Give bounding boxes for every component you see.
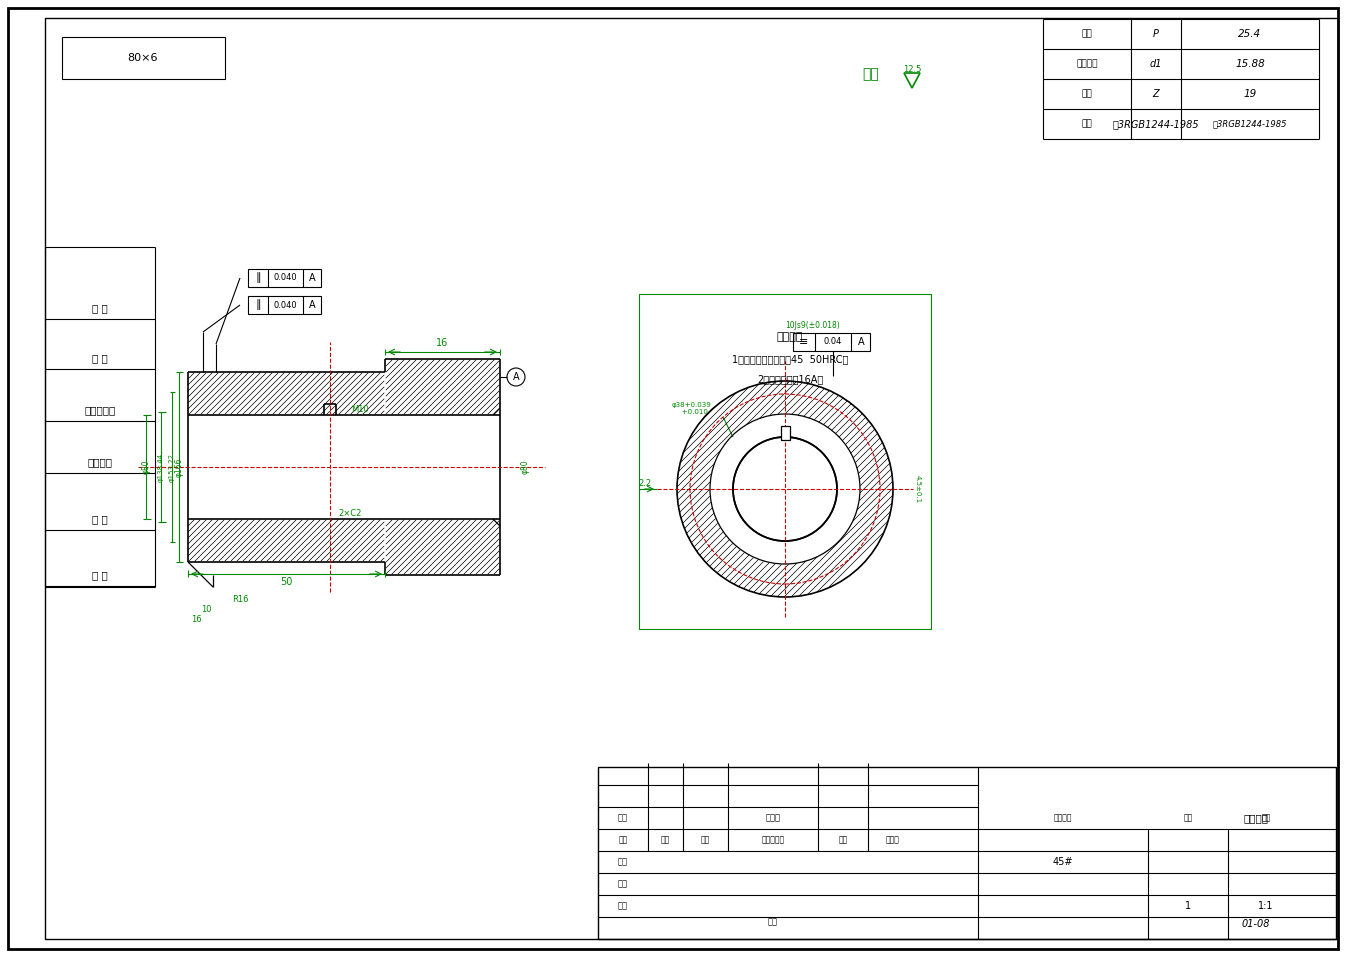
Text: 旧底图总号: 旧底图总号 xyxy=(85,405,116,415)
Text: 19: 19 xyxy=(1244,89,1257,99)
Text: 工艺: 工艺 xyxy=(618,901,629,910)
Text: 齿型: 齿型 xyxy=(1082,120,1093,128)
Text: 按3RGB1244-1985: 按3RGB1244-1985 xyxy=(1213,120,1287,128)
Bar xyxy=(188,359,499,575)
Text: 描图: 描图 xyxy=(769,917,778,926)
Text: Z: Z xyxy=(1152,89,1159,99)
Text: 标记: 标记 xyxy=(618,835,627,844)
Text: 2.2: 2.2 xyxy=(638,478,651,487)
Text: 1:1: 1:1 xyxy=(1259,901,1273,911)
Text: 2、配销条型号16A。: 2、配销条型号16A。 xyxy=(756,374,824,384)
Bar xyxy=(598,767,1337,939)
Text: 滚子直径: 滚子直径 xyxy=(1077,59,1098,69)
Text: ∥: ∥ xyxy=(256,300,261,310)
Text: 16: 16 xyxy=(436,338,448,348)
Text: 年月日: 年月日 xyxy=(886,835,900,844)
Text: 齿数: 齿数 xyxy=(1082,90,1093,99)
Text: ∥: ∥ xyxy=(256,273,261,283)
Text: 批次标记: 批次标记 xyxy=(1054,813,1073,822)
Text: A: A xyxy=(513,372,520,382)
Bar xyxy=(248,296,320,314)
Text: 底图总号: 底图总号 xyxy=(87,457,113,467)
Text: φ38+0.039
   +0.010: φ38+0.039 +0.010 xyxy=(672,403,711,415)
Bar xyxy=(248,269,320,287)
Text: 制材: 制材 xyxy=(618,813,629,822)
Text: 15.88: 15.88 xyxy=(1236,59,1265,69)
Text: 10: 10 xyxy=(201,606,211,614)
Text: 更改文件号: 更改文件号 xyxy=(762,835,785,844)
Text: 80×6: 80×6 xyxy=(128,53,159,63)
Text: 分区: 分区 xyxy=(700,835,709,844)
Text: 比例: 比例 xyxy=(1261,813,1271,822)
Bar xyxy=(793,333,870,351)
Text: 审核: 审核 xyxy=(618,879,629,888)
Text: 01-08: 01-08 xyxy=(1242,919,1271,928)
Text: φ166: φ166 xyxy=(175,457,183,477)
Circle shape xyxy=(674,379,895,599)
Text: 日 期: 日 期 xyxy=(92,570,108,580)
Text: φ80: φ80 xyxy=(521,459,529,475)
Text: 10Js9(±0.018): 10Js9(±0.018) xyxy=(786,322,840,330)
Text: 4.5±0.1: 4.5±0.1 xyxy=(915,475,921,503)
Bar xyxy=(781,426,790,440)
Text: A: A xyxy=(308,300,315,310)
Text: 从动链轮: 从动链轮 xyxy=(1244,813,1268,823)
Text: 0.04: 0.04 xyxy=(824,338,843,346)
Text: 12.5: 12.5 xyxy=(903,64,921,74)
Text: 签名: 签名 xyxy=(839,835,848,844)
Text: 描 校: 描 校 xyxy=(92,353,108,363)
Text: A: A xyxy=(308,273,315,283)
Text: M10: M10 xyxy=(351,406,369,414)
Text: ≡: ≡ xyxy=(800,337,809,347)
Bar xyxy=(62,37,225,79)
Text: 技术要求: 技术要求 xyxy=(777,332,804,342)
Text: 2×C2: 2×C2 xyxy=(338,509,362,519)
Text: 25.4: 25.4 xyxy=(1238,29,1261,39)
Text: 45#: 45# xyxy=(1053,857,1073,867)
Text: 节距: 节距 xyxy=(1082,30,1093,38)
Text: 1: 1 xyxy=(1184,901,1191,911)
Text: φ80: φ80 xyxy=(141,459,151,475)
Text: φ153.22: φ153.22 xyxy=(170,453,175,481)
Text: 按3RGB1244-1985: 按3RGB1244-1985 xyxy=(1113,119,1199,129)
Text: 描 图: 描 图 xyxy=(92,303,108,313)
Text: P: P xyxy=(1154,29,1159,39)
Text: 其余: 其余 xyxy=(861,67,879,81)
Text: 0.040: 0.040 xyxy=(273,300,297,309)
Text: φ138.44: φ138.44 xyxy=(157,453,164,481)
Text: 16: 16 xyxy=(191,615,202,625)
Text: 制材: 制材 xyxy=(618,857,629,866)
Text: 1、齿面需保持火硬度45  50HRC。: 1、齿面需保持火硬度45 50HRC。 xyxy=(732,354,848,364)
Text: 数量: 数量 xyxy=(1183,813,1193,822)
Bar xyxy=(639,294,931,629)
Text: R16: R16 xyxy=(232,595,248,605)
Text: 签 字: 签 字 xyxy=(92,514,108,524)
Text: d1: d1 xyxy=(1149,59,1162,69)
Text: 0.040: 0.040 xyxy=(273,274,297,282)
Text: 标准化: 标准化 xyxy=(766,813,781,822)
Text: A: A xyxy=(857,337,864,347)
Text: 处数: 处数 xyxy=(661,835,669,844)
Circle shape xyxy=(734,438,836,540)
Text: 50: 50 xyxy=(280,577,292,587)
